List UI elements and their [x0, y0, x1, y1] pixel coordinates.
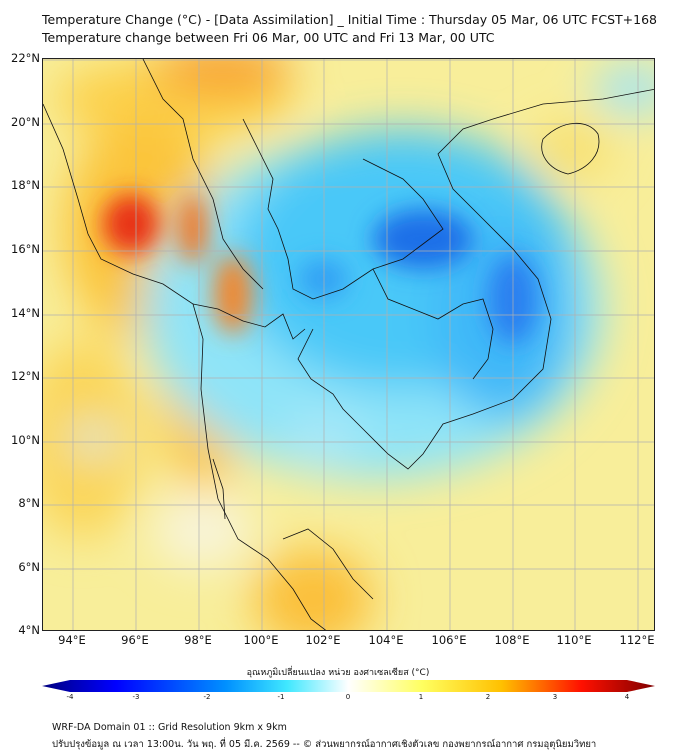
lat-label: 4°N [18, 623, 40, 637]
map-subtitle: Temperature change between Fri 06 Mar, 0… [42, 30, 495, 45]
model-info: WRF-DA Domain 01 :: Grid Resolution 9km … [52, 722, 287, 733]
lat-label: 8°N [18, 496, 40, 510]
lon-label: 110°E [556, 633, 592, 647]
colorbar-tick: 0 [345, 693, 351, 701]
temperature-change-map [42, 58, 655, 631]
update-credit: ปรับปรุงข้อมูล ณ เวลา 13:00น. วัน พฤ. ที… [52, 739, 597, 750]
lon-label: 104°E [368, 633, 404, 647]
map-title: Temperature Change (°C) - [Data Assimila… [42, 12, 657, 27]
colorbar-tick: 2 [485, 693, 491, 701]
lon-label: 94°E [58, 633, 86, 647]
colorbar-title: อุณหภูมิเปลี่ยนแปลง หน่วย องศาเซลเซียส (… [246, 668, 430, 678]
gridlines [43, 59, 654, 630]
colorbar-tick: -3 [132, 693, 140, 701]
lon-label: 108°E [494, 633, 530, 647]
colorbar [42, 680, 655, 692]
colorbar-tick: 1 [418, 693, 424, 701]
colorbar-tick: -2 [203, 693, 211, 701]
lon-label: 100°E [243, 633, 279, 647]
lat-label: 16°N [11, 242, 40, 256]
lon-label: 96°E [121, 633, 149, 647]
lat-label: 18°N [11, 178, 40, 192]
lat-label: 14°N [11, 306, 40, 320]
lon-label: 98°E [184, 633, 212, 647]
colorbar-tick: 3 [552, 693, 558, 701]
colorbar-tick: -1 [277, 693, 285, 701]
lon-label: 106°E [431, 633, 467, 647]
lat-label: 22°N [11, 51, 40, 65]
lat-label: 6°N [18, 560, 40, 574]
colorbar-tick: 4 [624, 693, 630, 701]
lon-label: 112°E [619, 633, 655, 647]
lat-label: 10°N [11, 433, 40, 447]
lon-label: 102°E [305, 633, 341, 647]
colorbar-tick: -4 [66, 693, 74, 701]
lat-label: 12°N [11, 369, 40, 383]
lat-label: 20°N [11, 115, 40, 129]
coastlines-borders [43, 59, 654, 630]
